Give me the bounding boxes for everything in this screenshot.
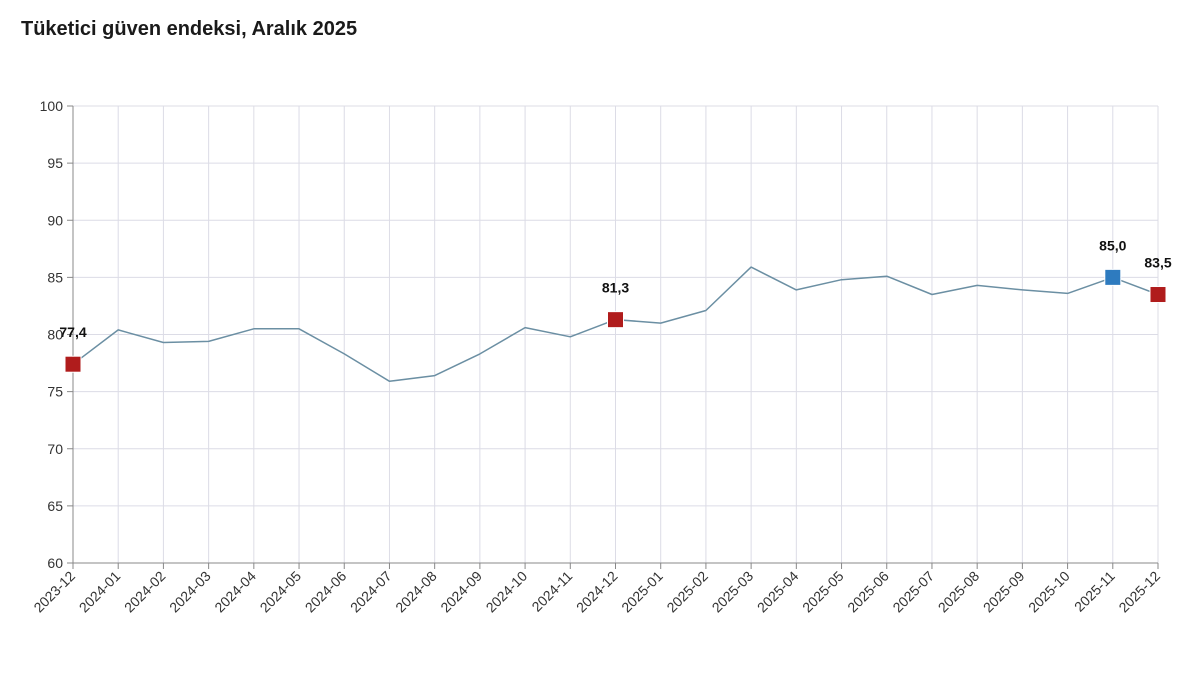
highlight-marker [1149, 286, 1167, 304]
data-point [793, 287, 799, 293]
x-tick-label: 2024-10 [483, 568, 531, 616]
y-tick-label: 70 [47, 441, 63, 457]
data-point [522, 325, 528, 331]
y-tick-label: 100 [40, 98, 64, 114]
x-tick-label: 2025-02 [663, 568, 711, 616]
x-tick-label: 2023-12 [30, 568, 78, 616]
x-tick-label: 2025-01 [618, 568, 666, 616]
data-point [1019, 287, 1025, 293]
data-point [1065, 290, 1071, 296]
x-tick-label: 2024-07 [347, 568, 395, 616]
data-point [567, 334, 573, 340]
x-tick-label: 2025-04 [754, 568, 802, 616]
x-tick-label: 2025-06 [844, 568, 892, 616]
x-tick-label: 2024-11 [529, 568, 576, 615]
x-tick-label: 2025-08 [935, 568, 983, 616]
y-tick-label: 65 [47, 498, 63, 514]
y-tick-label: 90 [47, 212, 63, 228]
x-tick-label: 2024-05 [257, 568, 305, 616]
x-tick-label: 2024-04 [211, 568, 259, 616]
x-tick-label: 2024-09 [437, 568, 485, 616]
data-label: 83,5 [1144, 255, 1171, 271]
data-point [884, 273, 890, 279]
data-point [206, 338, 212, 344]
y-tick-label: 95 [47, 155, 63, 171]
data-point [341, 351, 347, 357]
data-point [477, 351, 483, 357]
highlight-marker [64, 355, 82, 373]
data-point [251, 326, 257, 332]
data-point [974, 282, 980, 288]
data-point [115, 327, 121, 333]
data-point [748, 264, 754, 270]
highlight-marker [1104, 268, 1122, 286]
y-tick-label: 60 [47, 555, 63, 571]
data-point [703, 308, 709, 314]
data-point [296, 326, 302, 332]
data-label: 81,3 [602, 280, 629, 296]
y-tick-label: 80 [47, 327, 63, 343]
data-label: 77,4 [59, 324, 86, 340]
x-tick-label: 2024-12 [573, 568, 621, 616]
x-tick-label: 2025-05 [799, 568, 847, 616]
data-label: 85,0 [1099, 237, 1126, 253]
x-tick-label: 2025-10 [1025, 568, 1073, 616]
highlight-marker [607, 311, 624, 329]
x-tick-label: 2025-12 [1115, 568, 1163, 616]
x-tick-label: 2024-06 [302, 568, 350, 616]
data-point [386, 378, 392, 384]
y-tick-label: 85 [47, 269, 63, 285]
chart-title: Tüketici güven endeksi, Aralık 2025 [21, 18, 358, 40]
data-point [432, 373, 438, 379]
tick-labels: 60 65 70 75 80 85 90 95 100 2023-122024-012024-02… [30, 98, 1163, 615]
x-tick-label: 2024-03 [166, 568, 214, 616]
x-tick-label: 2025-07 [889, 568, 937, 616]
highlight-markers: 77,4 81,3 85,0 83,5 [59, 237, 1172, 373]
data-point [929, 292, 935, 298]
data-point [160, 339, 166, 345]
x-tick-label: 2024-01 [76, 568, 124, 616]
x-tick-label: 2024-02 [121, 568, 169, 616]
axis-layer [67, 105, 1159, 569]
x-tick-label: 2025-03 [709, 568, 757, 616]
x-tick-label: 2024-08 [392, 568, 440, 616]
data-point [839, 277, 845, 283]
x-tick-label: 2025-09 [980, 568, 1028, 616]
x-tick-label: 2025-11 [1071, 568, 1118, 615]
data-point [658, 320, 664, 326]
y-tick-label: 75 [47, 384, 63, 400]
